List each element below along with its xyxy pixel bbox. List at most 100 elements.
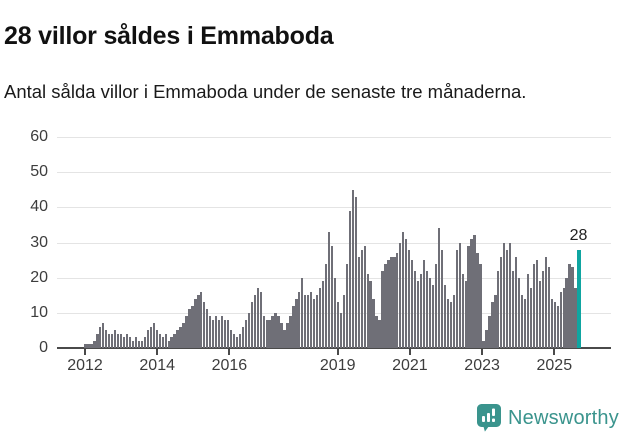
- bar: [535, 260, 539, 348]
- bar: [378, 319, 381, 348]
- bar: [102, 323, 105, 348]
- bar: [310, 291, 313, 348]
- bar: [547, 267, 550, 348]
- bar: [316, 295, 319, 348]
- bar: [232, 333, 236, 348]
- bar: [96, 333, 99, 348]
- y-axis-tick-label: 50: [30, 163, 48, 181]
- bar: [327, 231, 331, 348]
- bar: [200, 291, 203, 348]
- bar: [515, 256, 518, 348]
- x-axis-tick: [408, 349, 411, 355]
- bar: [250, 302, 253, 348]
- bar: [544, 256, 547, 348]
- newsworthy-logo[interactable]: Newsworthy: [477, 404, 619, 432]
- bar: [277, 316, 280, 348]
- bar: [375, 316, 378, 348]
- bar: [259, 291, 262, 348]
- bar: [571, 267, 574, 348]
- bar: [244, 319, 248, 348]
- bar-chart-speech-bubble-icon: [477, 404, 501, 432]
- bar: [396, 253, 399, 348]
- bar: [158, 333, 161, 348]
- bar: [179, 326, 182, 348]
- bar: [173, 333, 176, 348]
- bar: [271, 316, 274, 348]
- bar: [366, 274, 369, 348]
- bar: [538, 281, 542, 348]
- bar: [399, 242, 402, 348]
- bar: [351, 189, 354, 348]
- bar: [541, 270, 545, 348]
- bar: [473, 235, 476, 348]
- y-axis-tick-label: 10: [30, 303, 48, 321]
- bar: [550, 298, 553, 348]
- bar: [114, 330, 117, 348]
- bar: [467, 246, 470, 348]
- bar: [336, 302, 340, 348]
- bar: [298, 291, 301, 348]
- bar: [568, 263, 571, 348]
- x-axis-tick: [156, 349, 159, 355]
- bar: [295, 298, 298, 348]
- x-axis-tick: [228, 349, 231, 355]
- bar: [301, 277, 304, 348]
- y-axis-tick-label: 60: [30, 128, 48, 145]
- x-axis-tick-label: 2025: [536, 357, 573, 374]
- gridline: [57, 137, 611, 138]
- bar: [307, 295, 310, 348]
- x-axis-tick-label: 2019: [319, 357, 356, 374]
- bar: [357, 256, 360, 348]
- bar: [446, 298, 449, 348]
- bar: [390, 256, 393, 348]
- bar: [286, 323, 289, 348]
- bar: [479, 263, 482, 348]
- x-axis-tick-label: 2012: [67, 357, 103, 374]
- bar: [137, 340, 141, 348]
- bar: [253, 295, 256, 348]
- bar: [333, 277, 337, 348]
- bar: [117, 333, 120, 348]
- bar: [313, 298, 316, 348]
- bar: [422, 260, 426, 348]
- bar: [203, 302, 206, 348]
- bar: [512, 270, 515, 348]
- gridline: [57, 172, 611, 174]
- bar: [274, 312, 277, 348]
- bar: [556, 305, 559, 348]
- x-axis-tick: [336, 349, 339, 355]
- bar: [209, 316, 212, 348]
- gridline: [57, 242, 611, 244]
- bar: [503, 242, 506, 348]
- x-axis-tick-label: 2014: [139, 357, 175, 374]
- bar: [485, 330, 488, 348]
- highlighted-bar: [576, 249, 581, 348]
- bar: [191, 305, 194, 348]
- bar: [304, 295, 307, 348]
- gridline: [57, 207, 611, 209]
- bar: [494, 295, 497, 348]
- bar: [185, 316, 188, 348]
- brand-name: Newsworthy: [508, 406, 619, 429]
- bar: [324, 263, 328, 348]
- bar: [414, 270, 417, 348]
- bar: [220, 316, 224, 348]
- bar: [218, 319, 221, 348]
- bar: [235, 337, 239, 348]
- bar: [262, 316, 265, 348]
- bar: [523, 298, 527, 348]
- bar: [360, 249, 363, 348]
- bar: [393, 256, 396, 348]
- bar: [176, 330, 179, 348]
- bar: [532, 263, 536, 348]
- bar: [268, 319, 271, 348]
- bar: [197, 295, 200, 348]
- bar: [90, 344, 93, 348]
- bar: [188, 309, 191, 348]
- bar: [553, 302, 556, 348]
- bar: [500, 256, 503, 348]
- highlight-value-label: 28: [569, 226, 588, 244]
- bar: [161, 337, 164, 348]
- bar: [411, 260, 414, 348]
- bar: [559, 291, 562, 348]
